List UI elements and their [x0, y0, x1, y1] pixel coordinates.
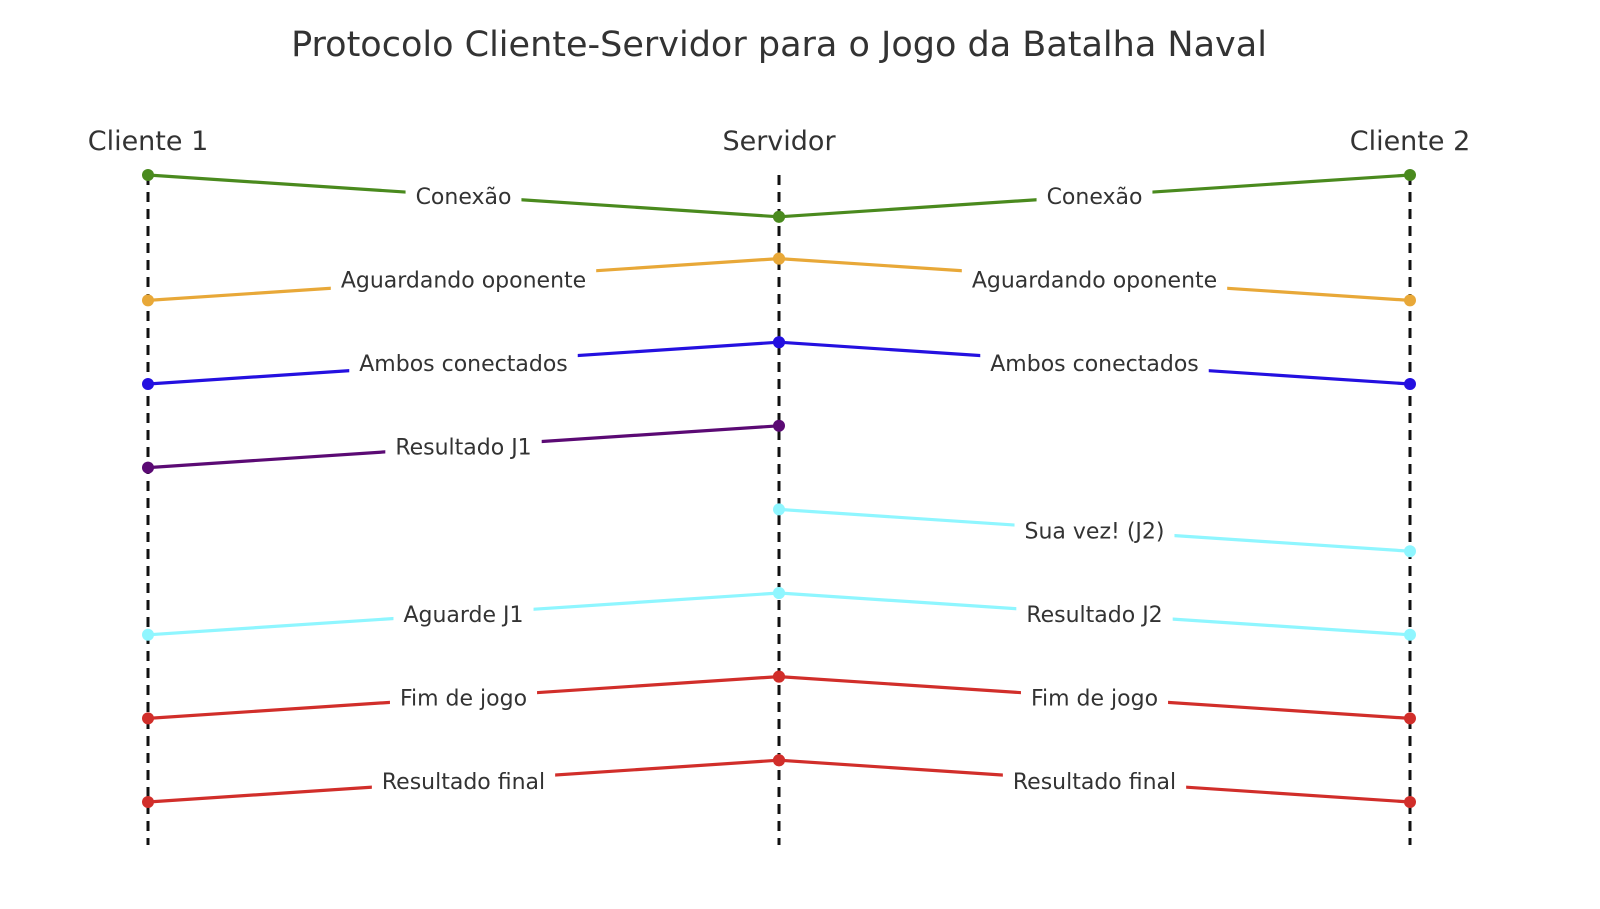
message-end-point [1404, 796, 1416, 808]
message-9: Resultado J2 [773, 587, 1416, 641]
message-label: Aguarde J1 [403, 603, 523, 628]
message-12: Resultado final [142, 754, 785, 808]
message-label-background [1014, 517, 1175, 547]
message-0: Conexão [142, 169, 785, 223]
message-label-background [389, 684, 538, 714]
message-label: Aguardando oponente [341, 269, 586, 294]
message-5: Ambos conectados [773, 336, 1416, 390]
message-2: Aguardando oponente [142, 252, 785, 307]
message-end-point [1404, 378, 1416, 390]
message-end-point [142, 796, 154, 808]
message-label-background [1036, 182, 1153, 212]
message-label-background [961, 266, 1228, 296]
lane-label-servidor: Servidor [722, 126, 836, 157]
message-label: Fim de jogo [400, 687, 527, 712]
message-7: Sua vez! (J2) [773, 503, 1416, 558]
message-4: Ambos conectados [142, 336, 785, 390]
message-label: Resultado final [382, 770, 545, 795]
message-start-point [773, 587, 785, 599]
diagram-title: Protocolo Cliente-Servidor para o Jogo d… [291, 25, 1267, 65]
message-6: Resultado J1 [142, 419, 785, 474]
message-label-background [1016, 600, 1173, 630]
message-label-background [1002, 768, 1187, 798]
message-start-point [773, 419, 785, 432]
message-label: Resultado J1 [395, 436, 531, 461]
message-13: Resultado final [773, 754, 1416, 808]
message-end-point [1404, 294, 1416, 307]
message-label: Aguardando oponente [972, 269, 1217, 294]
message-1: Conexão [773, 169, 1416, 223]
lane-label-cliente-2: Cliente 2 [1350, 126, 1471, 157]
message-start-point [773, 503, 785, 516]
message-start-point [773, 252, 785, 265]
messages-group: Conexão Conexão Aguardando oponente Aguarda… [142, 169, 1416, 808]
message-start-point [1404, 169, 1416, 181]
message-label-background [385, 433, 542, 463]
message-11: Fim de jogo [773, 670, 1416, 725]
message-end-point [142, 461, 154, 474]
message-label: Ambos conectados [359, 352, 567, 377]
message-label-background [371, 768, 556, 798]
message-label: Resultado final [1013, 770, 1176, 795]
message-end-point [1404, 628, 1416, 641]
lane-label-cliente-1: Cliente 1 [88, 126, 209, 157]
message-label: Fim de jogo [1031, 687, 1158, 712]
message-label-background [980, 350, 1209, 380]
message-label-background [393, 600, 534, 630]
message-end-point [142, 294, 154, 307]
message-label-background [405, 182, 522, 212]
message-label: Ambos conectados [990, 352, 1198, 377]
message-end-point [1404, 712, 1416, 725]
message-label: Conexão [416, 185, 512, 210]
message-10: Fim de jogo [142, 670, 785, 725]
message-start-point [773, 336, 785, 349]
message-end-point [773, 210, 785, 223]
message-label: Sua vez! (J2) [1025, 519, 1165, 544]
message-start-point [142, 169, 154, 181]
message-end-point [142, 712, 154, 725]
message-label-background [1020, 684, 1169, 714]
message-end-point [142, 628, 154, 641]
message-end-point [1404, 545, 1416, 558]
message-start-point [773, 754, 785, 767]
message-8: Aguarde J1 [142, 587, 785, 641]
message-end-point [142, 378, 154, 390]
message-3: Aguardando oponente [773, 252, 1416, 307]
message-start-point [773, 670, 785, 683]
message-label-background [330, 266, 597, 296]
message-label-background [349, 350, 578, 380]
message-label: Conexão [1047, 185, 1143, 210]
message-label: Resultado J2 [1026, 603, 1162, 628]
